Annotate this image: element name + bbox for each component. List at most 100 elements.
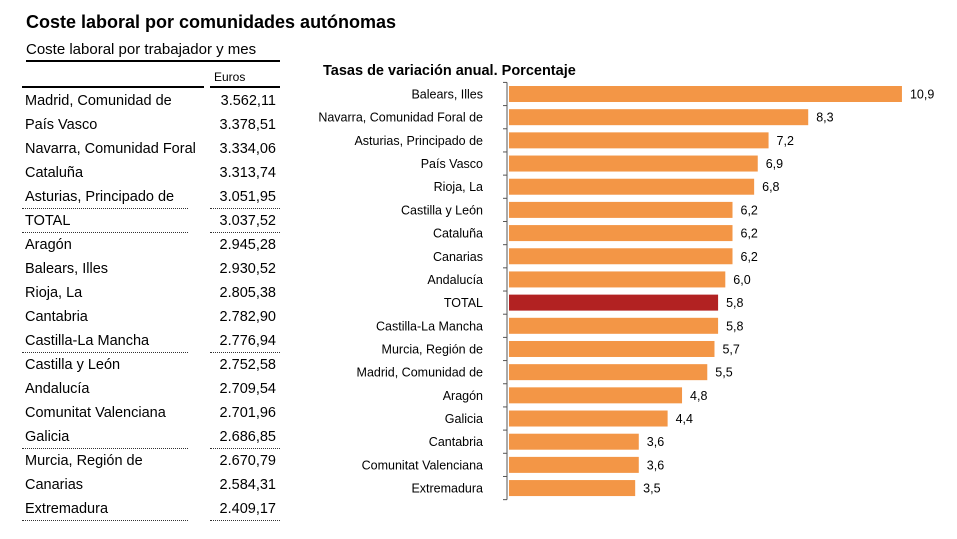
data-label: 5,5: [715, 366, 732, 380]
table-row: Castilla y León 2.752,58: [22, 353, 280, 377]
data-label: 4,8: [690, 389, 707, 403]
data-label: 3,5: [643, 482, 660, 496]
data-label: 8,3: [816, 111, 833, 125]
cost-value: 2.584,31: [219, 477, 276, 493]
bar: [509, 201, 733, 218]
region-name: Castilla y León: [25, 357, 121, 373]
table-row: TOTAL 3.037,52: [22, 209, 280, 233]
cost-value: 3.037,52: [219, 213, 276, 229]
category-label: País Vasco: [421, 157, 483, 171]
table-title: Coste laboral por trabajador y mes: [26, 41, 280, 62]
table-row: Cantabria 2.782,90: [22, 305, 280, 329]
category-label: Madrid, Comunidad de: [357, 366, 484, 380]
cost-value: 2.409,17: [219, 501, 276, 517]
category-label: Castilla-La Mancha: [376, 319, 483, 333]
region-name: Madrid, Comunidad de: [25, 93, 172, 109]
region-name: Murcia, Región de: [25, 453, 143, 469]
cost-value: 2.752,58: [219, 357, 276, 373]
table-row: Extremadura 2.409,17: [22, 497, 280, 521]
cost-value: 3.334,06: [219, 141, 276, 157]
region-name: Andalucía: [25, 381, 90, 397]
table-unit-header: Euros: [214, 70, 246, 84]
category-label: TOTAL: [444, 296, 483, 310]
category-label: Cantabria: [429, 435, 483, 449]
region-name: Castilla-La Mancha: [25, 333, 150, 349]
header-divider: [210, 86, 280, 88]
data-label: 6,2: [741, 250, 758, 264]
category-label: Rioja, La: [434, 180, 483, 194]
region-name: Asturias, Principado de: [25, 189, 175, 205]
region-name: Canarias: [25, 477, 84, 493]
bar: [509, 86, 902, 102]
cost-value: 3.378,51: [219, 117, 276, 133]
category-label: Galicia: [445, 412, 483, 426]
table-row: Murcia, Región de 2.670,79: [22, 449, 280, 473]
chart-title: Tasas de variación anual. Porcentaje: [323, 63, 576, 79]
category-label: Castilla y León: [401, 203, 483, 217]
data-label: 5,8: [726, 319, 743, 333]
category-label: Aragón: [443, 389, 483, 403]
bar: [509, 132, 769, 149]
region-name: TOTAL: [25, 213, 71, 229]
data-label: 5,7: [722, 342, 739, 356]
category-label: Extremadura: [411, 482, 483, 496]
category-label: Cataluña: [433, 227, 483, 241]
data-label: 6,8: [762, 180, 779, 194]
cost-value: 2.686,85: [219, 429, 276, 445]
cost-value: 3.562,11: [220, 93, 276, 109]
table-row: Aragón 2.945,28: [22, 233, 280, 257]
table-row: Comunitat Valenciana 2.701,96: [22, 401, 280, 425]
data-label: 6,2: [741, 227, 758, 241]
region-name: Balears, Illes: [25, 261, 109, 277]
page-title: Coste laboral por comunidades autónomas: [26, 12, 397, 32]
category-label: Navarra, Comunidad Foral de: [318, 111, 483, 125]
region-name: Cantabria: [25, 309, 88, 325]
table-row: Balears, Illes 2.930,52: [22, 257, 280, 281]
cost-value: 2.805,38: [219, 285, 276, 301]
region-name: Rioja, La: [25, 285, 83, 301]
data-label: 5,8: [726, 296, 743, 310]
table-row: Rioja, La 2.805,38: [22, 281, 280, 305]
bar: [509, 294, 719, 311]
category-label: Canarias: [433, 250, 483, 264]
table-row: Castilla-La Mancha 2.776,94: [22, 329, 280, 353]
data-label: 10,9: [910, 88, 934, 102]
table-row: Madrid, Comunidad de 3.562,11: [22, 89, 280, 113]
table-row: Navarra, Comunidad Foral 3.334,06: [22, 137, 280, 161]
bar: [509, 155, 758, 172]
bar: [509, 225, 733, 242]
region-name: Comunitat Valenciana: [25, 405, 166, 421]
bar: [509, 456, 639, 473]
table-row: Cataluña 3.313,74: [22, 161, 280, 185]
cost-value: 2.945,28: [219, 237, 276, 253]
category-label: Balears, Illes: [411, 88, 483, 102]
bar: [509, 410, 668, 427]
data-label: 3,6: [647, 458, 664, 472]
bar: [509, 248, 733, 265]
bar: [509, 364, 708, 381]
region-name: País Vasco: [25, 117, 98, 133]
region-name: Galicia: [25, 429, 70, 445]
bar: [509, 387, 683, 404]
header-divider: [22, 86, 204, 88]
bar: [509, 109, 809, 126]
cost-value: 2.782,90: [219, 309, 276, 325]
category-label: Andalucía: [427, 273, 483, 287]
data-label: 7,2: [777, 134, 794, 148]
region-name: Aragón: [25, 237, 72, 253]
region-name: Cataluña: [25, 165, 84, 181]
table-row: Asturias, Principado de 3.051,95: [22, 185, 280, 209]
bar: [509, 480, 636, 497]
cost-value: 2.701,96: [219, 405, 276, 421]
cost-value: 2.776,94: [219, 333, 276, 349]
data-label: 6,2: [741, 203, 758, 217]
cost-value: 2.709,54: [219, 381, 276, 397]
data-label: 6,9: [766, 157, 783, 171]
table-row: Andalucía 2.709,54: [22, 377, 280, 401]
category-label: Murcia, Región de: [382, 342, 483, 356]
bar: [509, 433, 639, 450]
bar: [509, 271, 726, 288]
cost-value: 2.670,79: [219, 453, 276, 469]
